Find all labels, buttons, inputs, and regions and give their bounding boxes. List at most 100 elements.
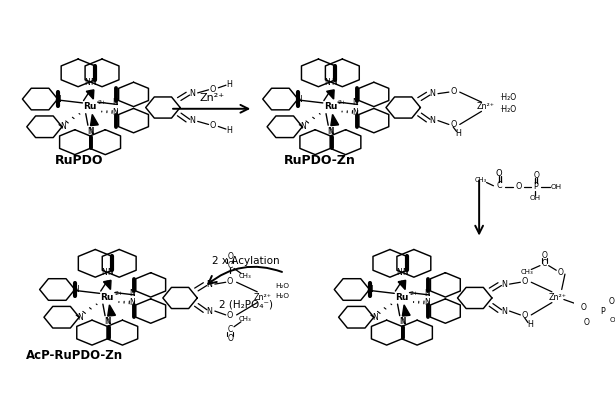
- Text: N: N: [430, 116, 435, 125]
- Text: H₂O: H₂O: [276, 293, 289, 299]
- Text: N: N: [352, 108, 359, 117]
- Text: N: N: [56, 95, 62, 104]
- Text: P: P: [601, 306, 605, 315]
- Text: O: O: [533, 171, 539, 180]
- Text: N: N: [324, 78, 330, 86]
- Text: N: N: [400, 317, 406, 326]
- Text: H: H: [226, 126, 232, 135]
- Text: C: C: [228, 261, 232, 270]
- Text: N: N: [296, 95, 302, 104]
- Polygon shape: [90, 115, 98, 126]
- Text: Ru: Ru: [323, 102, 337, 111]
- Text: O: O: [450, 120, 456, 129]
- Text: O: O: [581, 303, 586, 312]
- Polygon shape: [402, 305, 410, 316]
- Text: 2 x Acylation: 2 x Acylation: [212, 256, 280, 266]
- Text: N: N: [105, 317, 111, 326]
- Text: C: C: [496, 181, 502, 190]
- Text: N: N: [300, 122, 306, 131]
- Text: RuPDO: RuPDO: [55, 154, 103, 167]
- Text: OH: OH: [530, 195, 541, 201]
- Text: N: N: [328, 127, 335, 136]
- Text: ·H₂O: ·H₂O: [499, 105, 516, 114]
- Text: N: N: [189, 116, 195, 125]
- Text: OH: OH: [609, 317, 615, 323]
- Text: O: O: [227, 252, 233, 261]
- Text: H: H: [527, 320, 533, 329]
- Text: N: N: [430, 89, 435, 98]
- Text: N: N: [328, 127, 333, 136]
- Text: RuPDO-Zn: RuPDO-Zn: [284, 154, 355, 167]
- Text: AcP-RuPDO-Zn: AcP-RuPDO-Zn: [26, 349, 123, 362]
- Text: 2+: 2+: [338, 100, 347, 105]
- Text: O: O: [558, 268, 563, 277]
- Text: N: N: [352, 98, 359, 107]
- Text: C: C: [542, 259, 547, 268]
- Text: N: N: [101, 268, 107, 277]
- Text: N: N: [89, 127, 94, 136]
- Text: Ru: Ru: [100, 293, 114, 302]
- Text: O: O: [227, 334, 233, 343]
- Text: 2+: 2+: [114, 291, 124, 296]
- Text: N: N: [207, 306, 212, 315]
- Text: CH₃: CH₃: [520, 269, 533, 275]
- Text: O: O: [209, 84, 215, 93]
- Text: O: O: [522, 277, 528, 286]
- Text: N: N: [90, 78, 96, 86]
- Text: N: N: [396, 268, 402, 277]
- Text: CH₃: CH₃: [239, 273, 252, 279]
- Text: O: O: [227, 311, 233, 320]
- Text: O: O: [541, 251, 547, 260]
- Text: N: N: [501, 279, 507, 288]
- Text: CH₃: CH₃: [474, 177, 486, 184]
- Text: N: N: [372, 313, 378, 322]
- Text: N: N: [60, 122, 66, 131]
- Polygon shape: [331, 115, 339, 126]
- Text: O: O: [584, 318, 590, 327]
- Text: 2+: 2+: [97, 100, 106, 105]
- Text: OH: OH: [551, 184, 562, 190]
- Text: H₂O: H₂O: [276, 284, 289, 289]
- Text: N: N: [331, 78, 336, 86]
- Text: N: N: [424, 289, 430, 298]
- Text: N: N: [87, 127, 93, 136]
- Text: N: N: [501, 306, 507, 315]
- Polygon shape: [86, 90, 94, 99]
- Text: C: C: [228, 325, 232, 334]
- Polygon shape: [398, 280, 406, 290]
- Text: O: O: [227, 277, 233, 286]
- Text: N: N: [73, 285, 79, 294]
- Text: N: N: [112, 98, 118, 107]
- Polygon shape: [327, 90, 334, 99]
- Text: N: N: [402, 268, 408, 277]
- Text: P: P: [533, 182, 538, 191]
- Text: N: N: [129, 289, 135, 298]
- Text: N: N: [108, 268, 113, 277]
- Text: N: N: [189, 89, 195, 98]
- Polygon shape: [108, 305, 116, 316]
- Text: Zn²⁺: Zn²⁺: [199, 93, 224, 103]
- Polygon shape: [103, 280, 111, 290]
- Text: CH₃: CH₃: [239, 316, 252, 322]
- Text: N: N: [424, 298, 430, 307]
- Text: H: H: [226, 80, 232, 89]
- Text: Ru: Ru: [395, 293, 408, 302]
- Text: N: N: [129, 298, 135, 307]
- Text: Zn²⁺: Zn²⁺: [254, 293, 272, 302]
- Text: N: N: [77, 313, 83, 322]
- Text: O: O: [496, 169, 502, 178]
- Text: O: O: [522, 311, 528, 320]
- Text: O: O: [209, 121, 215, 130]
- Text: H: H: [455, 129, 461, 138]
- Text: 2+: 2+: [409, 291, 418, 296]
- Text: N: N: [112, 108, 118, 117]
- Text: O: O: [450, 87, 456, 96]
- Text: N: N: [105, 317, 110, 326]
- Text: N: N: [84, 78, 90, 86]
- Text: O: O: [609, 297, 614, 306]
- Text: ·H₂O: ·H₂O: [499, 93, 516, 102]
- Text: N: N: [207, 279, 212, 288]
- Text: 2 (H₂PO₄⁻): 2 (H₂PO₄⁻): [220, 299, 273, 310]
- Text: Zn²⁺: Zn²⁺: [477, 102, 495, 111]
- Text: N: N: [368, 285, 373, 294]
